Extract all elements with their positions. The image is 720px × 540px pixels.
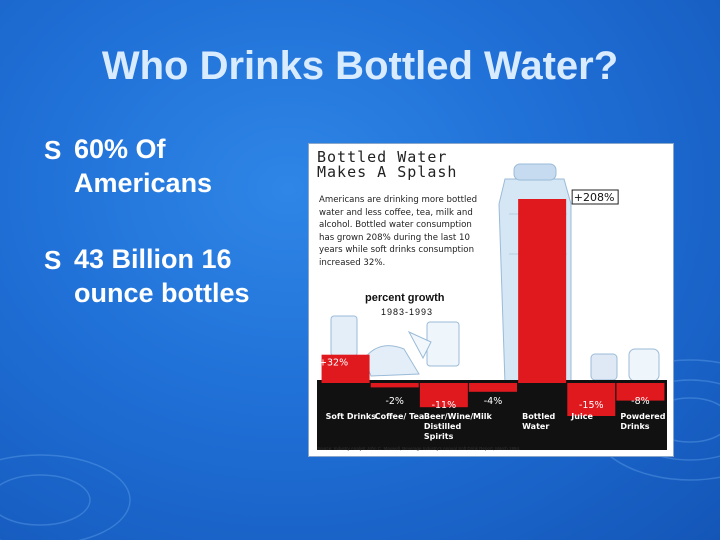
- value-label: -15%: [579, 400, 604, 411]
- value-label-box: [571, 189, 619, 205]
- bar: [321, 354, 370, 383]
- bar: [370, 383, 419, 388]
- bar: [469, 383, 517, 392]
- category-label: Bottled: [522, 412, 555, 421]
- splash-illustration: [330, 315, 660, 382]
- value-label: -4%: [484, 396, 503, 407]
- bar: [419, 383, 468, 408]
- slide-title: Who Drinks Bottled Water?: [101, 44, 619, 88]
- value-label: +32%: [319, 358, 348, 369]
- category-label: Water: [522, 422, 549, 431]
- bar: [567, 383, 616, 416]
- category-label: Powdered: [620, 412, 665, 421]
- figure-description: Americans are drinking more bottled wate…: [319, 195, 478, 268]
- bottled-water-chart: +32% -2% -11% -4% +208% -15% -8% Soft Drinks Co…: [308, 143, 674, 457]
- category-label: Milk: [473, 412, 492, 421]
- category-label: Soft Drinks: [326, 412, 377, 421]
- category-label: Distilled: [424, 422, 462, 431]
- bullet-s-icon: S: [44, 245, 62, 275]
- bullet-text: 60% Of Americans: [74, 134, 213, 198]
- value-label: -8%: [631, 396, 650, 407]
- bullet-s-icon: S: [44, 135, 62, 165]
- value-label: +208%: [574, 191, 615, 204]
- axis-label: percent growth: [365, 292, 445, 304]
- bullet-item: S 60% Of Americans: [44, 132, 294, 200]
- year-range: 1983-1993: [381, 307, 434, 317]
- category-label: Drinks: [620, 422, 649, 431]
- bullet-item: S 43 Billion 16 ounce bottles: [44, 242, 294, 310]
- source-note: Source: Industry Analyst John C. Maxwell…: [317, 446, 521, 451]
- bullet-list: S 60% Of Americans S 43 Billion 16 ounce…: [44, 132, 294, 352]
- value-label: -11%: [432, 400, 457, 411]
- figure-title: Bottled Water Makes A Splash: [317, 148, 458, 181]
- bar: [616, 383, 665, 401]
- category-label: Beer/Wine/: [424, 412, 474, 421]
- chart-canvas: +32% -2% -11% -4% +208% -15% -8% Soft DrinksCo…: [317, 163, 667, 450]
- value-label: -2%: [385, 396, 404, 407]
- bar: [518, 199, 567, 383]
- category-label: Juice: [570, 412, 593, 421]
- category-label: Spirits: [424, 432, 454, 441]
- category-label: Coffee/ Tea: [375, 412, 425, 421]
- bullet-text: 43 Billion 16 ounce bottles: [74, 244, 250, 308]
